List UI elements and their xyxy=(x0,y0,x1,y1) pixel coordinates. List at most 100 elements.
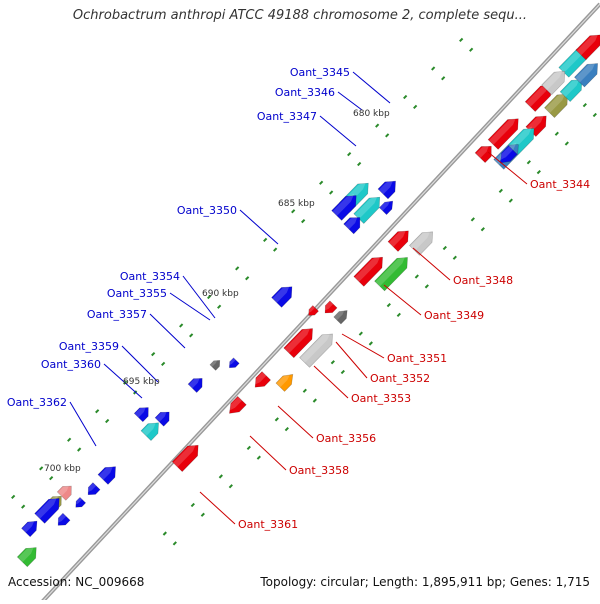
gene-olive-a[interactable] xyxy=(544,89,572,119)
label-oant-3349[interactable]: Oant_3349 xyxy=(424,309,484,322)
label-oant-3359[interactable]: Oant_3359 xyxy=(59,340,119,353)
gene-blue-b[interactable] xyxy=(378,198,396,216)
gene-gray-b[interactable] xyxy=(409,227,437,256)
gene-red-f[interactable] xyxy=(322,300,338,317)
gene-blue-b-shape[interactable] xyxy=(378,198,396,216)
label-oant-3360[interactable]: Oant_3360 xyxy=(41,358,101,371)
gene-oant-3344[interactable] xyxy=(496,145,518,167)
gene-oant-3360-shape[interactable] xyxy=(154,408,173,427)
gene-oant-3354[interactable] xyxy=(209,357,223,371)
label-oant-3347[interactable]: Oant_3347 xyxy=(257,110,317,123)
gene-green-b-shape[interactable] xyxy=(16,543,41,568)
gene-oant-3354-shape[interactable] xyxy=(209,358,223,371)
gene-oant-3345-shape[interactable] xyxy=(353,192,385,224)
gene-oant-3352-shape[interactable] xyxy=(283,324,318,359)
gene-oant-3355-shape[interactable] xyxy=(227,357,240,371)
gene-oant-3349[interactable] xyxy=(374,253,413,292)
gene-oant-3351-shape[interactable] xyxy=(306,305,319,319)
gene-oant-3359-shape[interactable] xyxy=(140,418,164,441)
gene-steel-b-shape[interactable] xyxy=(574,59,600,88)
gene-red-d-shape[interactable] xyxy=(474,141,496,164)
gene-blue-i[interactable] xyxy=(21,517,42,538)
gene-oant-3361[interactable] xyxy=(171,440,203,472)
label-oant-3362[interactable]: Oant_3362 xyxy=(7,396,67,409)
gene-oant-3358[interactable] xyxy=(225,395,247,417)
gene-red-f-shape[interactable] xyxy=(322,300,338,317)
gene-oant-3347-shape[interactable] xyxy=(331,191,362,221)
gene-oant-3351[interactable] xyxy=(305,305,319,319)
gene-oant-3352[interactable] xyxy=(283,324,318,359)
label-oant-3350[interactable]: Oant_3350 xyxy=(177,204,237,217)
gene-blue-g-shape[interactable] xyxy=(55,512,71,529)
gene-oant-3359[interactable] xyxy=(140,418,164,441)
label-oant-3345[interactable]: Oant_3345 xyxy=(290,66,350,79)
label-oant-3355[interactable]: Oant_3355 xyxy=(107,287,167,300)
gene-darkgray-a-shape[interactable] xyxy=(333,307,351,325)
gene-oant-3356[interactable] xyxy=(275,370,297,392)
gene-blue-d-shape[interactable] xyxy=(133,403,152,423)
label-oant-3344[interactable]: Oant_3344 xyxy=(530,178,590,191)
gene-blue-i-shape[interactable] xyxy=(21,517,42,538)
gene-pink-a[interactable] xyxy=(56,482,75,501)
gene-red-top[interactable] xyxy=(575,30,600,61)
gene-cyan-b-shape[interactable] xyxy=(559,75,587,102)
gene-blue-h-shape[interactable] xyxy=(34,494,65,524)
gene-oant-3357[interactable] xyxy=(187,374,206,393)
label-oant-3353[interactable]: Oant_3353 xyxy=(351,392,411,405)
gene-blue-e-shape[interactable] xyxy=(85,482,101,499)
gene-gray-a[interactable] xyxy=(541,66,570,96)
gene-oant-3348-shape[interactable] xyxy=(353,252,388,287)
gene-gray-a-shape[interactable] xyxy=(541,66,570,96)
gene-blue-c[interactable] xyxy=(343,213,365,235)
gene-blue-a-shape[interactable] xyxy=(377,176,401,200)
label-oant-3361[interactable]: Oant_3361 xyxy=(238,518,298,531)
gene-oant-3353-shape[interactable] xyxy=(299,329,338,368)
gene-oant-3362-shape[interactable] xyxy=(97,462,121,485)
label-oant-3354[interactable]: Oant_3354 xyxy=(120,270,180,283)
gene-blue-g[interactable] xyxy=(55,512,71,529)
gene-olive-a-shape[interactable] xyxy=(544,89,572,119)
gene-steel-b[interactable] xyxy=(574,59,600,88)
gene-oant-3355[interactable] xyxy=(226,357,240,371)
gene-blue-h[interactable] xyxy=(34,494,65,524)
gene-oant-3345[interactable] xyxy=(353,192,385,224)
gene-oant-3357-shape[interactable] xyxy=(187,374,206,393)
gene-red-e-shape[interactable] xyxy=(387,226,413,252)
gene-red-c-shape[interactable] xyxy=(487,114,523,150)
gene-green-b[interactable] xyxy=(16,543,41,568)
gene-red-e[interactable] xyxy=(387,226,413,252)
gene-red-c[interactable] xyxy=(487,114,523,150)
label-oant-3352[interactable]: Oant_3352 xyxy=(370,372,430,385)
gene-blue-f[interactable] xyxy=(73,496,87,510)
gene-oant-3347[interactable] xyxy=(331,191,362,221)
gene-oant-3344-shape[interactable] xyxy=(496,145,518,167)
gene-blue-c-shape[interactable] xyxy=(343,213,365,235)
label-oant-3358[interactable]: Oant_3358 xyxy=(289,464,349,477)
gene-cyan-b[interactable] xyxy=(559,75,587,102)
gene-blue-f-shape[interactable] xyxy=(73,496,87,510)
label-oant-3357[interactable]: Oant_3357 xyxy=(87,308,147,321)
label-oant-3348[interactable]: Oant_3348 xyxy=(453,274,513,287)
gene-oant-3358-shape[interactable] xyxy=(225,395,247,417)
gene-pink-a-shape[interactable] xyxy=(56,482,75,501)
gene-oant-3356-shape[interactable] xyxy=(275,370,297,392)
gene-red-top-shape[interactable] xyxy=(575,30,600,61)
gene-darkgray-a[interactable] xyxy=(333,307,351,325)
gene-red-g-shape[interactable] xyxy=(251,371,272,392)
label-oant-3351[interactable]: Oant_3351 xyxy=(387,352,447,365)
gene-red-g[interactable] xyxy=(251,371,272,392)
gene-oant-3348[interactable] xyxy=(353,252,388,287)
gene-blue-a[interactable] xyxy=(377,176,401,200)
gene-blue-d[interactable] xyxy=(133,403,152,423)
gene-oant-3350[interactable] xyxy=(271,282,297,308)
gene-red-d[interactable] xyxy=(474,141,496,164)
gene-oant-3350-shape[interactable] xyxy=(271,282,297,308)
gene-oant-3360[interactable] xyxy=(154,408,173,427)
gene-oant-3353[interactable] xyxy=(299,329,338,368)
gene-oant-3349-shape[interactable] xyxy=(374,253,413,292)
label-oant-3346[interactable]: Oant_3346 xyxy=(275,86,335,99)
gene-oant-3361-shape[interactable] xyxy=(171,440,203,472)
gene-oant-3362[interactable] xyxy=(97,462,121,485)
label-oant-3356[interactable]: Oant_3356 xyxy=(316,432,376,445)
gene-blue-e[interactable] xyxy=(85,482,101,499)
